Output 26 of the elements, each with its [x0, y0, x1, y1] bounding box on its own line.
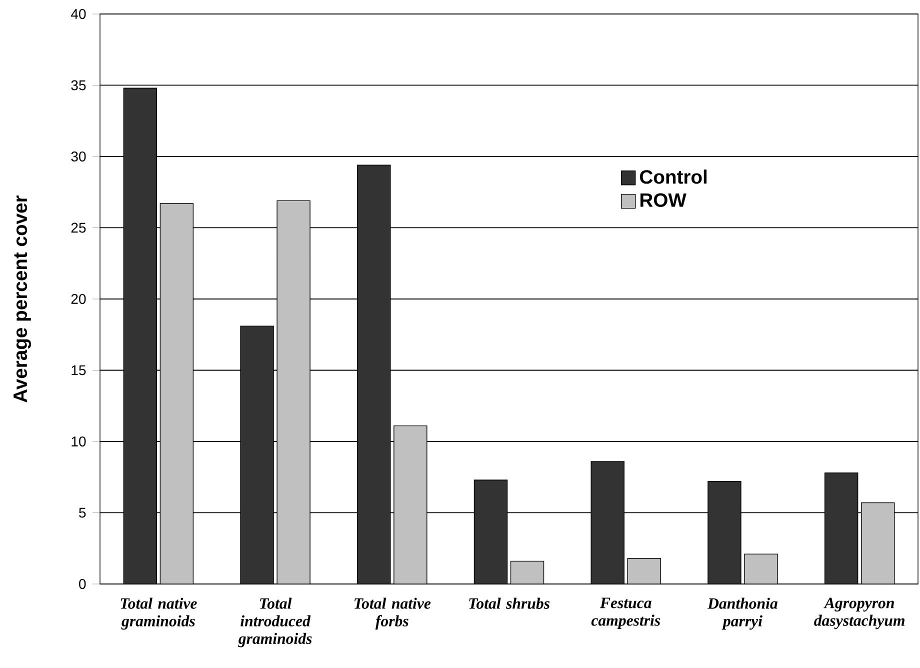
bar [590, 461, 624, 584]
x-tick-label: Danthonia parryi [707, 598, 778, 630]
x-tick-label: Agropyron dasystachyum [814, 598, 905, 630]
legend-label: Control [640, 170, 707, 184]
y-tick-label: 20 [71, 294, 86, 304]
bar [357, 164, 391, 584]
x-tick-label: Total introduced graminoids [238, 598, 312, 648]
y-tick-label: 40 [70, 9, 86, 19]
bar [824, 472, 858, 584]
bar [474, 480, 508, 584]
y-tick-label: 10 [72, 436, 86, 446]
y-tick-label: 25 [71, 222, 86, 233]
bar [123, 88, 158, 584]
y-tick-label: 0 [79, 579, 86, 589]
bar [708, 481, 742, 584]
y-tick-label: 30 [71, 152, 86, 162]
y-tick-label: 35 [71, 80, 86, 90]
y-tick-label: 5 [79, 508, 86, 518]
x-tick-label: Total shrubs [469, 598, 550, 609]
x-tick-label: Total native forbs [354, 598, 431, 630]
bar [240, 326, 274, 584]
y-tick-label: 15 [72, 365, 86, 376]
x-tick-label: Festuca campestris [591, 598, 660, 629]
legend-label: ROW [640, 193, 686, 207]
x-tick-label: Total native graminoids [120, 598, 197, 630]
y-axis-title: Average percent cover [14, 195, 31, 402]
